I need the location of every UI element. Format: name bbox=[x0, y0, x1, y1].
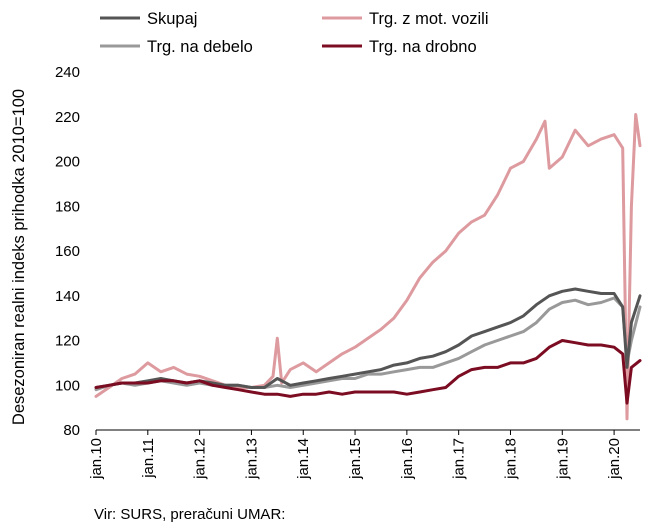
series-line-3 bbox=[94, 296, 642, 392]
legend-label: Trg. z mot. vozili bbox=[369, 10, 489, 28]
legend: Skupaj Trg. z mot. vozili Trg. na debelo Tr… bbox=[100, 10, 489, 56]
y-tick-label: 100 bbox=[55, 377, 80, 394]
y-tick-label: 220 bbox=[55, 109, 80, 126]
x-tick-label: jan.19 bbox=[554, 438, 571, 480]
x-tick-label: jan.12 bbox=[192, 438, 209, 480]
x-axis: jan.10 jan.11 jan.12 jan.13 jan.14 jan.15 jan.… bbox=[88, 430, 623, 480]
y-axis-label: Desezoniran realni indeks prihodka 2010=… bbox=[10, 89, 28, 425]
y-tick-label: 80 bbox=[63, 422, 80, 439]
y-tick-label: 120 bbox=[55, 333, 80, 350]
y-tick-label: 240 bbox=[55, 64, 80, 81]
x-tick-label: jan.18 bbox=[502, 438, 519, 480]
series-line-2 bbox=[94, 113, 642, 421]
series-line-4 bbox=[94, 339, 642, 405]
y-axis: 80 100 120 140 160 180 200 220 240 bbox=[55, 64, 80, 439]
source-note: Vir: SURS, preračuni UMAR: bbox=[94, 506, 286, 523]
legend-label: Trg. na drobno bbox=[369, 38, 477, 56]
x-tick-label: jan.11 bbox=[140, 438, 157, 479]
x-tick-label: jan.20 bbox=[606, 438, 623, 480]
x-tick-label: jan.10 bbox=[88, 438, 105, 480]
legend-label: Skupaj bbox=[147, 10, 197, 28]
x-tick-label: jan.17 bbox=[451, 438, 468, 480]
y-tick-label: 140 bbox=[55, 288, 80, 305]
x-tick-label: jan.13 bbox=[243, 438, 260, 480]
y-tick-label: 200 bbox=[55, 154, 80, 171]
x-tick-label: jan.16 bbox=[399, 438, 416, 480]
y-tick-label: 160 bbox=[55, 243, 80, 260]
x-tick-label: jan.14 bbox=[295, 438, 312, 480]
legend-label: Trg. na debelo bbox=[147, 38, 253, 56]
plot-area bbox=[94, 113, 642, 421]
x-tick-label: jan.15 bbox=[347, 438, 364, 480]
y-tick-label: 180 bbox=[55, 198, 80, 215]
